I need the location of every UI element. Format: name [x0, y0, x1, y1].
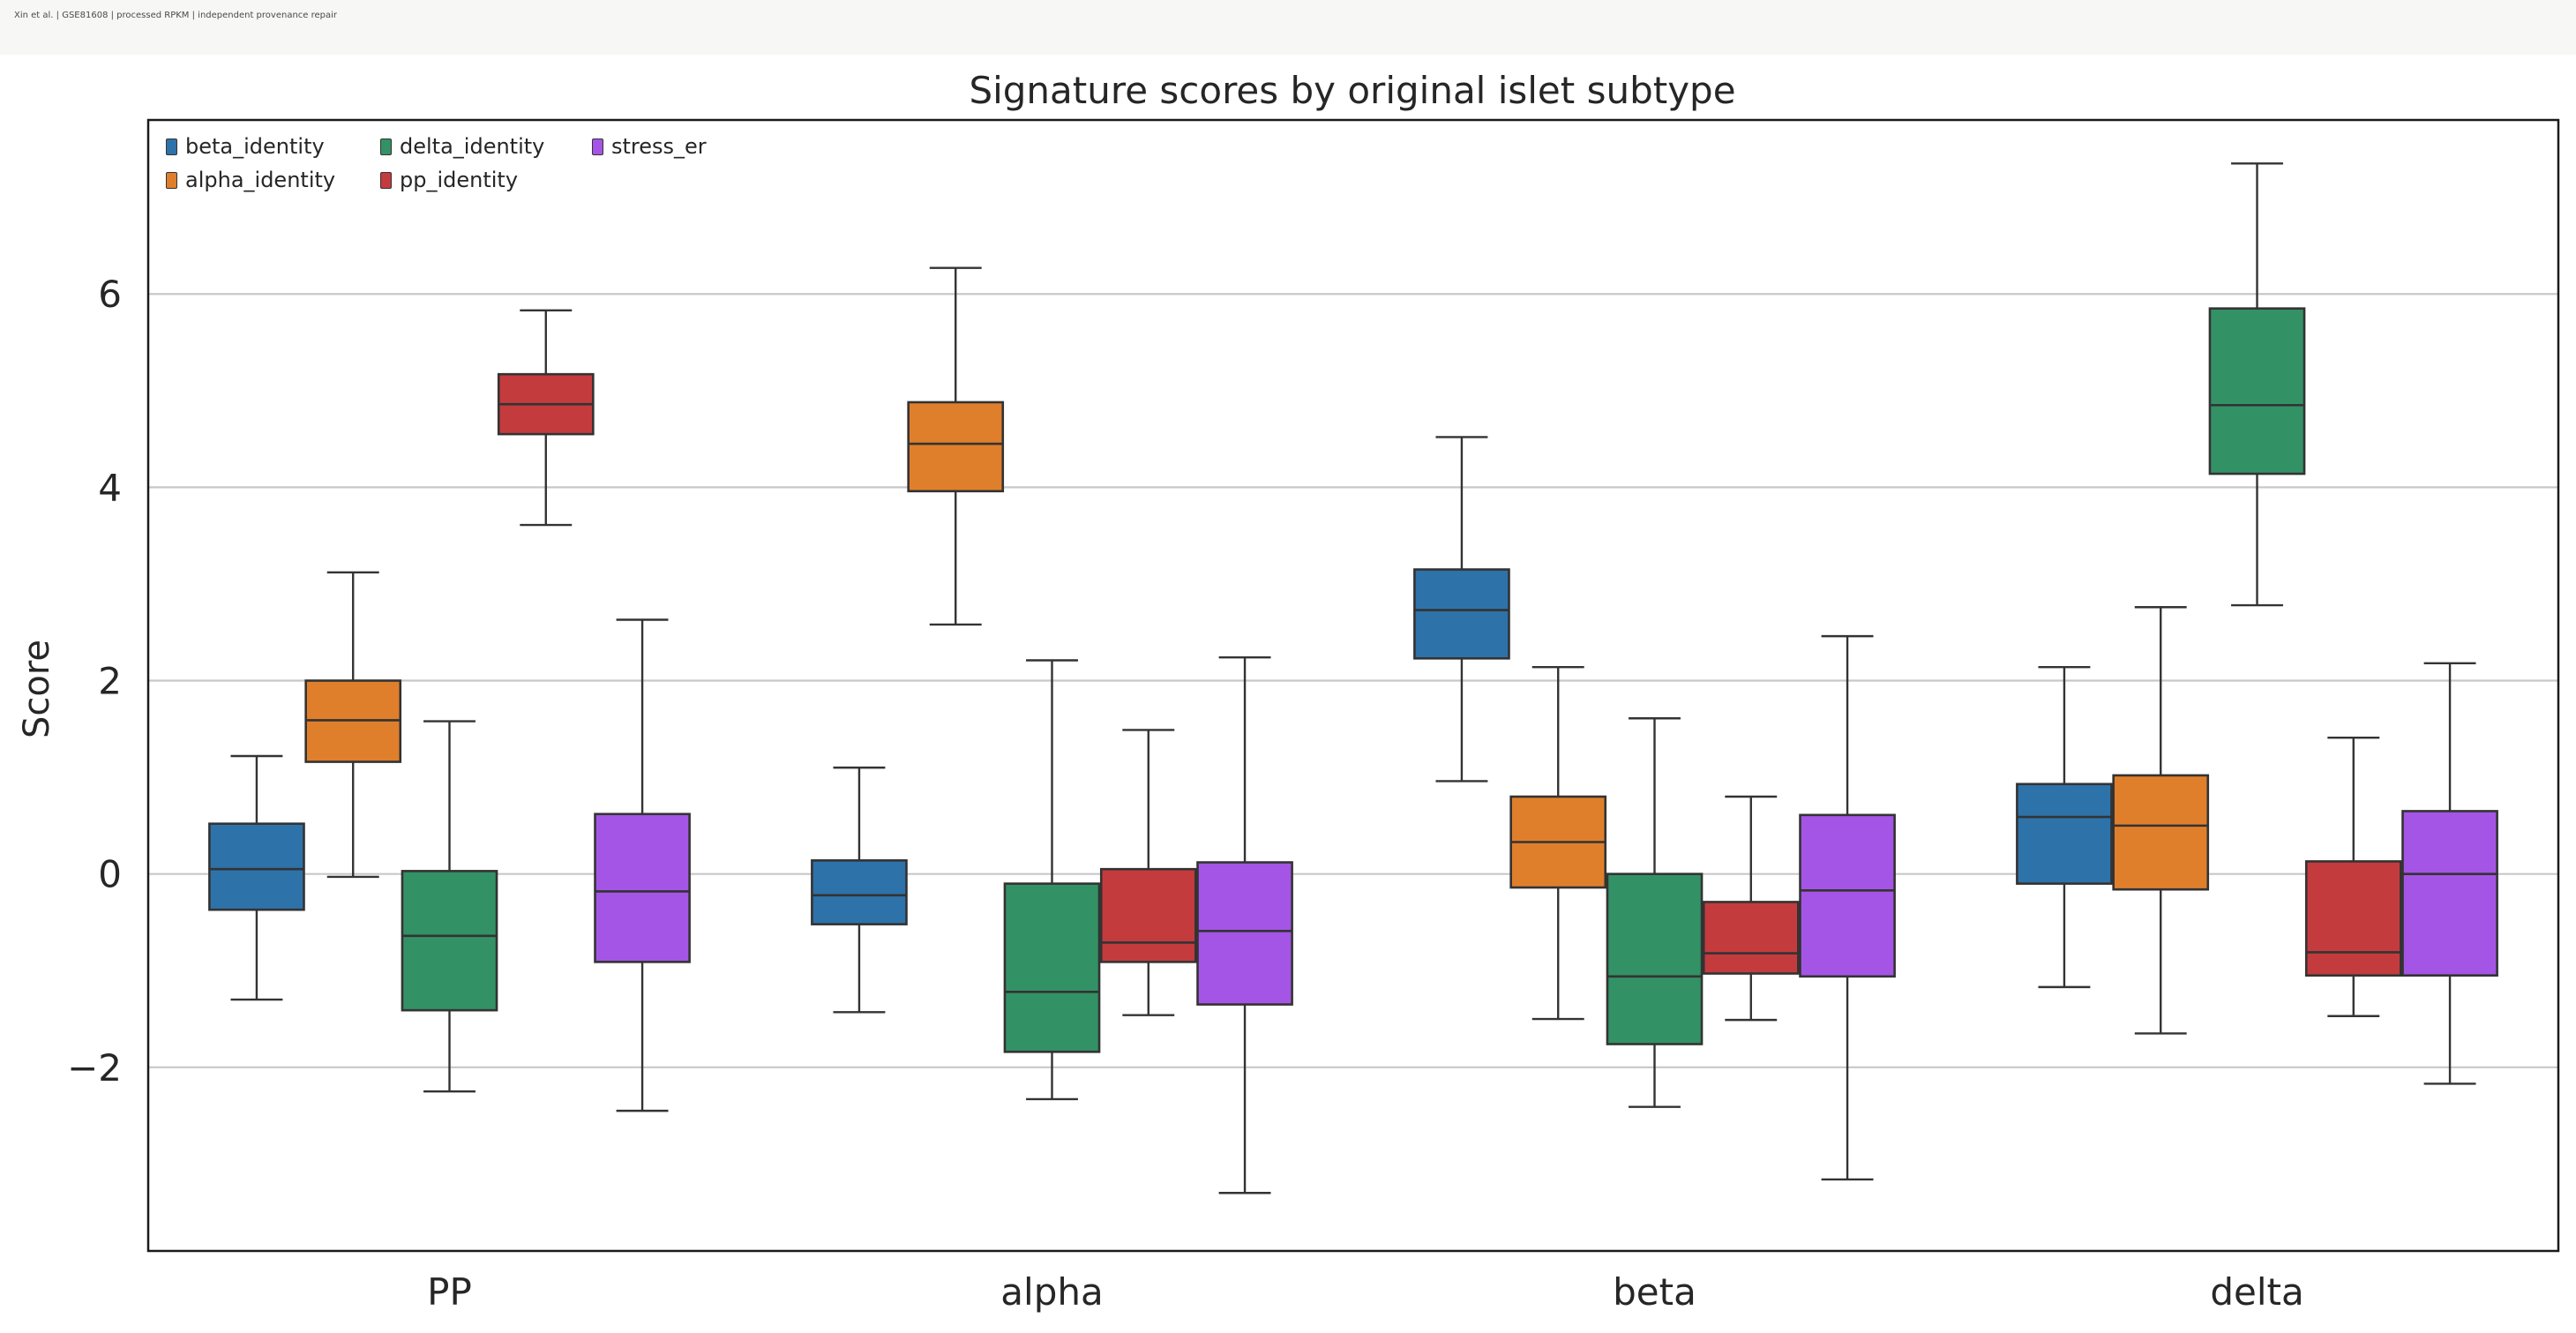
legend-item-delta_identity: delta_identity	[380, 134, 592, 159]
x-tick-label: PP	[427, 1270, 472, 1314]
box-beta_identity-alpha	[811, 766, 908, 1014]
top-bar: Xin et al. | GSE81608 | processed RPKM |…	[0, 0, 2576, 56]
box-pp_identity-alpha	[1099, 729, 1197, 1016]
legend-swatch	[380, 171, 392, 189]
caption-text: Xin et al. | GSE81608 | processed RPKM |…	[14, 11, 338, 20]
legend-item-beta_identity: beta_identity	[166, 134, 380, 159]
legend: beta_identity alpha_identity delta_identit…	[166, 134, 733, 192]
y-tick-label: 6	[98, 273, 122, 316]
box-alpha_identity-delta	[2112, 606, 2210, 1035]
plot-frame	[146, 118, 2560, 1253]
box-iqr	[594, 813, 691, 963]
y-tick-label: −2	[67, 1046, 122, 1090]
box-pp_identity-beta	[1702, 795, 1800, 1022]
boxes	[208, 162, 2498, 1194]
legend-label: delta_identity	[400, 134, 545, 159]
box-stress_er-alpha	[1196, 656, 1293, 1194]
box-delta_identity-beta	[1606, 717, 1704, 1108]
legend-swatch	[380, 138, 392, 155]
box-beta_identity-delta	[2016, 665, 2113, 989]
box-iqr	[1196, 861, 1293, 1006]
box-alpha_identity-alpha	[907, 266, 1005, 626]
box-pp_identity-PP	[497, 309, 595, 527]
legend-item-stress_er: stress_er	[592, 134, 733, 159]
legend-item-alpha_identity: alpha_identity	[166, 168, 380, 192]
box-alpha_identity-PP	[304, 571, 402, 879]
box-plot-chart: −2 0 2 4 6 PP alpha beta delta Signature scores…	[0, 55, 2576, 1333]
box-delta_identity-PP	[401, 720, 498, 1093]
legend-swatch	[166, 171, 177, 189]
legend-item-pp_identity: pp_identity	[380, 168, 592, 192]
box-iqr	[208, 822, 305, 911]
chart-background	[0, 55, 2576, 1333]
legend-label: stress_er	[611, 134, 707, 159]
legend-label: beta_identity	[185, 134, 325, 159]
box-iqr	[1702, 901, 1800, 975]
box-beta_identity-PP	[208, 754, 305, 1001]
legend-label: alpha_identity	[185, 168, 336, 192]
box-iqr	[2401, 810, 2498, 977]
legend-swatch	[592, 138, 603, 155]
box-iqr	[1413, 568, 1510, 660]
box-delta_identity-delta	[2208, 162, 2306, 607]
box-iqr	[1606, 872, 1704, 1045]
legend-label: pp_identity	[400, 168, 519, 192]
box-iqr	[907, 401, 1005, 493]
box-iqr	[1799, 813, 1896, 978]
legend-swatch	[166, 138, 177, 155]
box-iqr	[1003, 882, 1101, 1053]
box-iqr	[401, 870, 498, 1012]
y-tick-labels: −2 0 2 4 6	[67, 273, 122, 1090]
box-iqr	[811, 859, 908, 925]
box-stress_er-delta	[2401, 662, 2498, 1085]
chart-title: Signature scores by original islet subty…	[969, 69, 1735, 112]
box-iqr	[2208, 307, 2306, 476]
x-tick-label: delta	[2210, 1270, 2303, 1314]
box-iqr	[2304, 860, 2402, 977]
box-iqr	[1099, 867, 1197, 963]
box-iqr	[2112, 774, 2210, 891]
y-tick-label: 2	[98, 660, 122, 703]
box-beta_identity-beta	[1413, 436, 1510, 783]
box-pp_identity-delta	[2304, 736, 2402, 1017]
y-tick-label: 0	[98, 853, 122, 896]
box-stress_er-PP	[594, 618, 691, 1112]
x-tick-label: alpha	[1000, 1270, 1103, 1314]
y-axis-label: Score	[17, 640, 57, 738]
y-tick-label: 4	[98, 466, 122, 509]
x-tick-labels: PP alpha beta delta	[427, 1270, 2304, 1314]
box-alpha_identity-beta	[1509, 665, 1607, 1021]
box-iqr	[2016, 783, 2113, 885]
box-stress_er-beta	[1799, 634, 1896, 1181]
x-tick-label: beta	[1613, 1270, 1696, 1314]
box-delta_identity-alpha	[1003, 659, 1101, 1101]
grid-lines	[148, 293, 2558, 1068]
